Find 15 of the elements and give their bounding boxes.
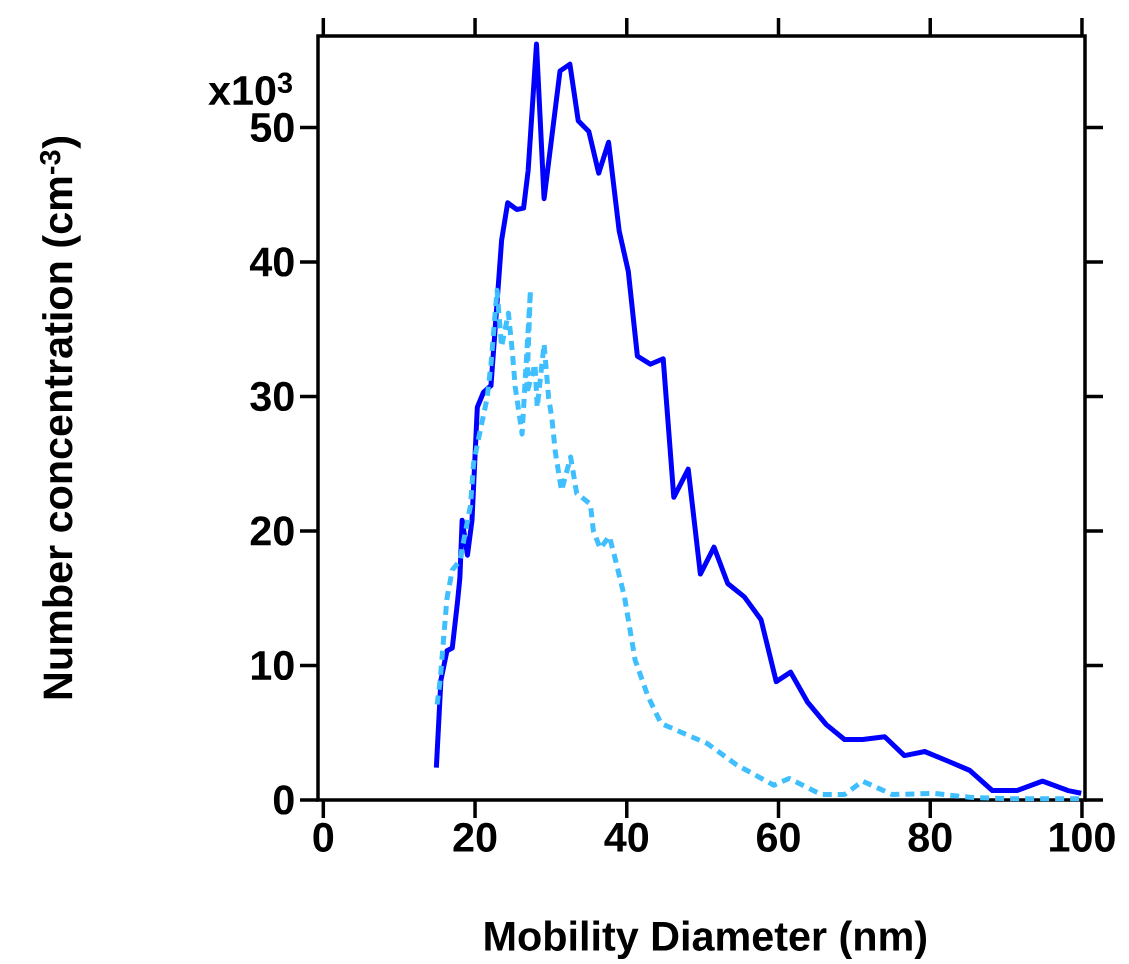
x-tick-label: 80 bbox=[908, 822, 952, 852]
text: x10$^{3}$ bbox=[208, 72, 293, 106]
x-tick-label: 20 bbox=[453, 822, 497, 852]
x-tick-label: 100 bbox=[1050, 822, 1115, 852]
x-tick-label: 40 bbox=[604, 822, 649, 852]
y-tick-label: 40 bbox=[249, 247, 294, 277]
y-tick-label: 30 bbox=[250, 381, 294, 412]
y-tick-label: 0 bbox=[273, 785, 294, 815]
y-tick-label: 10 bbox=[251, 650, 294, 681]
x-axis-title: Mobility Diameter (nm) bbox=[485, 920, 927, 960]
y-tick-label: 50 bbox=[250, 112, 294, 143]
x-tick-label: 60 bbox=[757, 822, 800, 852]
x-tick-label: 0 bbox=[313, 822, 334, 852]
y-axis-title: Number concentration (cm$^{-3}$) bbox=[39, 137, 81, 699]
y-tick-label: 20 bbox=[250, 516, 294, 546]
